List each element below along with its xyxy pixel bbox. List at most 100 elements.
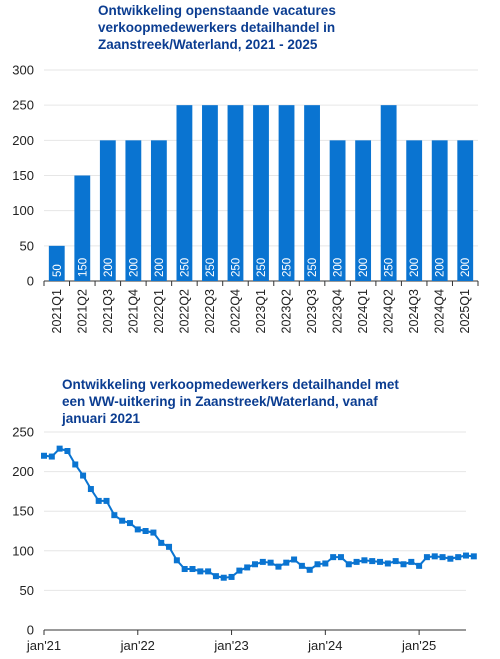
data-point bbox=[220, 574, 227, 581]
bar bbox=[457, 140, 474, 281]
x-tick-label: 2022Q4 bbox=[228, 289, 242, 334]
data-point bbox=[134, 526, 141, 533]
bar-chart: 0 50 100 150 200 250 300 50 2021Q1 150 2021Q2 200 20… bbox=[12, 63, 479, 334]
y-tick-label: 50 bbox=[20, 583, 34, 598]
bar bbox=[355, 140, 372, 281]
data-point bbox=[173, 557, 180, 564]
data-point bbox=[298, 562, 305, 569]
bar bbox=[202, 105, 218, 282]
bar bbox=[253, 105, 269, 282]
x-tick-label: jan'21 bbox=[26, 638, 61, 653]
data-point bbox=[353, 558, 360, 565]
data-label: 250 bbox=[282, 258, 294, 277]
bar bbox=[329, 140, 346, 281]
data-point bbox=[95, 497, 102, 504]
data-label: 150 bbox=[77, 258, 89, 277]
data-point bbox=[87, 486, 94, 493]
y-tick-label: 0 bbox=[27, 623, 34, 638]
x-tick-label: 2021Q3 bbox=[101, 289, 115, 334]
data-point bbox=[283, 559, 290, 566]
data-point bbox=[267, 559, 274, 566]
data-point bbox=[236, 567, 243, 574]
data-point bbox=[228, 573, 235, 580]
data-point bbox=[126, 520, 133, 527]
x-tick-label: 2022Q2 bbox=[177, 289, 191, 334]
data-point bbox=[431, 553, 438, 560]
data-point bbox=[330, 554, 337, 561]
data-point bbox=[197, 568, 204, 575]
x-tick-label: 2023Q3 bbox=[305, 289, 319, 334]
data-point bbox=[181, 566, 188, 573]
data-point bbox=[291, 556, 298, 563]
data-label: 200 bbox=[435, 258, 447, 277]
bar bbox=[278, 105, 295, 282]
bar bbox=[406, 140, 423, 281]
bar bbox=[150, 140, 167, 281]
data-point bbox=[392, 558, 399, 565]
data-point bbox=[205, 568, 212, 575]
bar bbox=[304, 105, 320, 282]
series-line bbox=[43, 447, 474, 579]
bar bbox=[380, 105, 397, 282]
data-point bbox=[447, 555, 454, 562]
data-point bbox=[41, 452, 47, 459]
x-tick-label: jan'23 bbox=[213, 638, 248, 653]
x-tick-label: 2024Q2 bbox=[382, 289, 396, 334]
data-point bbox=[408, 558, 415, 565]
data-point bbox=[400, 561, 407, 568]
data-point bbox=[119, 517, 126, 524]
y-tick-label: 300 bbox=[12, 63, 34, 78]
data-point bbox=[166, 543, 173, 550]
data-label: 250 bbox=[384, 258, 396, 277]
y-tick-label: 200 bbox=[12, 464, 34, 479]
x-tick-label: 2022Q1 bbox=[152, 289, 166, 334]
data-label: 250 bbox=[205, 258, 217, 277]
x-tick-label: 2024Q4 bbox=[433, 289, 447, 334]
y-tick-label: 250 bbox=[12, 425, 34, 440]
data-point bbox=[212, 573, 219, 580]
data-label: 200 bbox=[333, 258, 345, 277]
data-label: 200 bbox=[154, 258, 166, 277]
data-point bbox=[103, 497, 110, 504]
data-point bbox=[111, 512, 118, 519]
data-label: 200 bbox=[409, 258, 421, 277]
data-label: 250 bbox=[230, 258, 242, 277]
y-tick-label: 0 bbox=[27, 274, 34, 289]
data-point bbox=[48, 453, 55, 460]
data-label: 200 bbox=[128, 258, 140, 277]
data-point bbox=[377, 558, 384, 565]
data-label: 200 bbox=[103, 258, 115, 277]
x-tick-label: 2024Q1 bbox=[356, 289, 370, 334]
data-label: 250 bbox=[179, 258, 191, 277]
x-tick-label: 2023Q2 bbox=[280, 289, 294, 334]
data-point bbox=[322, 560, 329, 567]
x-tick-label: jan'24 bbox=[307, 638, 342, 653]
data-point bbox=[244, 564, 251, 571]
y-tick-label: 250 bbox=[12, 98, 34, 113]
data-point bbox=[72, 461, 79, 468]
data-point bbox=[80, 472, 87, 479]
x-tick-label: jan'22 bbox=[120, 638, 155, 653]
data-label: 200 bbox=[358, 258, 370, 277]
x-tick-label: 2023Q4 bbox=[331, 289, 345, 334]
bar bbox=[176, 105, 193, 282]
data-point bbox=[361, 557, 368, 564]
bar bbox=[431, 140, 448, 281]
x-tick-label: 2024Q3 bbox=[407, 289, 421, 334]
data-label: 50 bbox=[52, 264, 64, 277]
x-tick-label: 2021Q1 bbox=[50, 289, 64, 334]
data-point bbox=[275, 563, 282, 570]
data-point bbox=[64, 448, 71, 455]
data-label: 250 bbox=[256, 258, 268, 277]
data-point bbox=[423, 554, 430, 561]
data-point bbox=[463, 552, 469, 559]
bar bbox=[74, 175, 91, 281]
data-point bbox=[470, 553, 477, 560]
data-point bbox=[416, 562, 423, 569]
chart-title-ww-uitkering: Ontwikkeling verkoopmedewerkers detailha… bbox=[62, 377, 399, 426]
x-tick-label: jan'25 bbox=[401, 638, 436, 653]
x-tick-label: 2025Q1 bbox=[458, 289, 472, 334]
y-tick-label: 150 bbox=[12, 168, 34, 183]
x-tick-label: 2021Q2 bbox=[75, 289, 89, 334]
